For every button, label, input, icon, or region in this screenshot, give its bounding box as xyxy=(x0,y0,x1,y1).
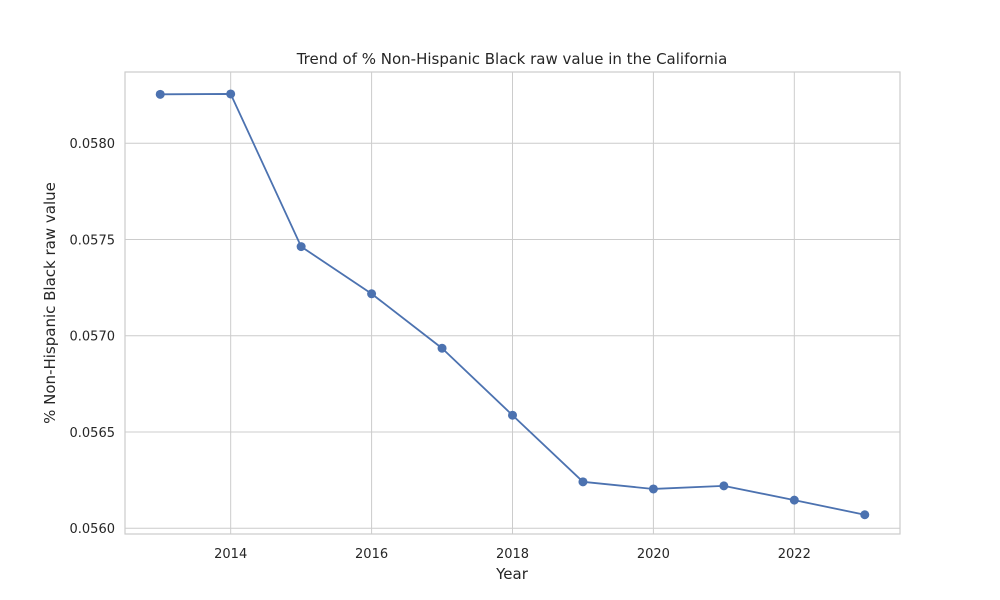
data-point xyxy=(296,242,306,252)
y-tick-label: 0.0565 xyxy=(70,426,116,441)
x-tick-label: 2016 xyxy=(355,547,388,562)
x-tick-label: 2022 xyxy=(778,547,811,562)
data-point xyxy=(437,343,447,353)
y-axis-label: % Non-Hispanic Black raw value xyxy=(41,182,59,424)
y-tick-label: 0.0570 xyxy=(70,330,116,345)
data-point xyxy=(578,477,588,487)
series xyxy=(155,89,870,520)
y-tick-label: 0.0575 xyxy=(70,233,116,248)
data-point xyxy=(367,289,377,299)
y-tick-label: 0.0560 xyxy=(70,522,116,537)
data-point xyxy=(226,89,236,99)
x-tick-label: 2020 xyxy=(637,547,670,562)
chart-title: Trend of % Non-Hispanic Black raw value … xyxy=(296,50,728,68)
grid xyxy=(125,72,900,534)
data-point xyxy=(508,410,517,420)
plot-frame xyxy=(124,71,901,535)
data-point xyxy=(719,481,729,491)
data-point xyxy=(860,510,870,520)
x-tick-label: 2014 xyxy=(214,547,247,562)
y-tick-label: 0.0580 xyxy=(70,137,116,152)
x-axis-label: Year xyxy=(495,565,529,583)
data-point xyxy=(155,89,165,99)
data-point xyxy=(789,495,799,505)
tick-labels: 2014 2016 2018 2020 2022 0.0560 0.0565 0.0570 0.… xyxy=(70,137,811,562)
data-point xyxy=(648,484,658,494)
x-tick-label: 2018 xyxy=(496,547,529,562)
